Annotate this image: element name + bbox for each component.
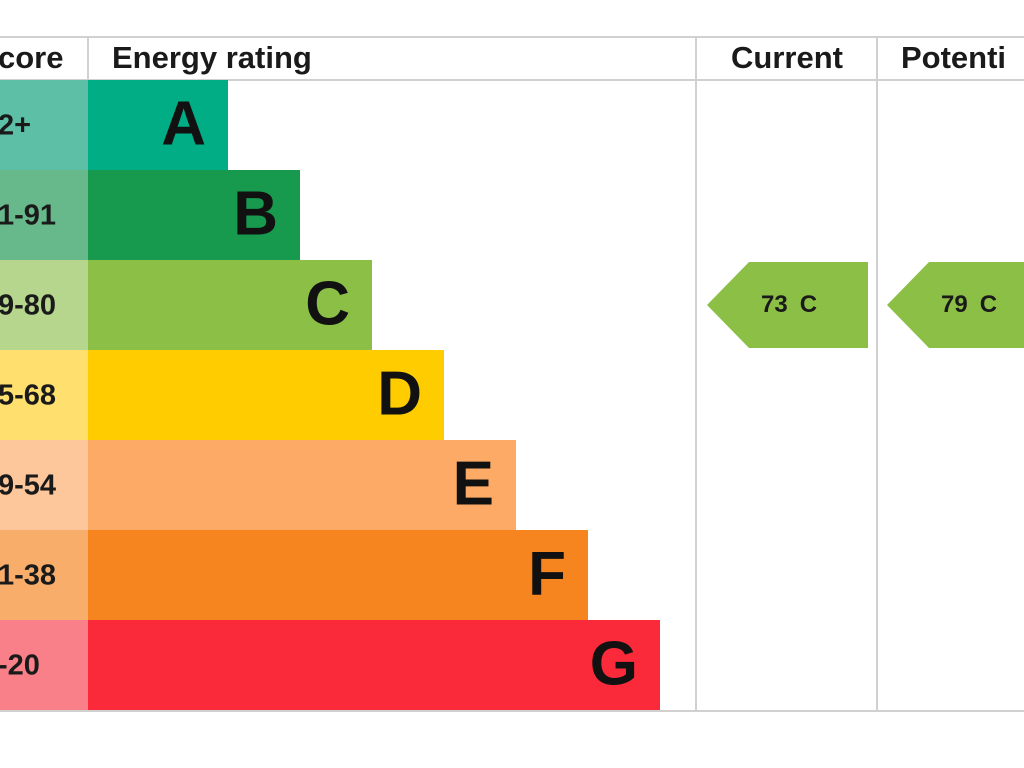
potential-score: 79 xyxy=(941,291,968,318)
score-cell xyxy=(0,260,88,350)
potential-arrow xyxy=(887,262,1024,348)
current-header: Current xyxy=(731,40,843,75)
score-range: 1-38 xyxy=(0,560,56,592)
rating-letter: E xyxy=(453,449,494,518)
score-cell xyxy=(0,530,88,620)
rating-bar xyxy=(88,260,372,350)
potential-label: 79 C xyxy=(941,291,997,318)
score-range: 5-68 xyxy=(0,380,56,412)
rating-bar xyxy=(88,620,660,710)
rating-bar xyxy=(88,80,228,170)
current-score: 73 xyxy=(761,291,788,318)
rating-bar xyxy=(88,440,516,530)
score-range: 9-80 xyxy=(0,290,56,322)
potential-rating: C xyxy=(980,291,997,318)
score-range: 9-54 xyxy=(0,470,56,502)
rating-letter: F xyxy=(528,539,566,608)
score-range: 2+ xyxy=(0,110,31,142)
potential-header: Potenti xyxy=(901,40,1006,75)
rating-letter: D xyxy=(377,359,422,428)
current-arrow xyxy=(707,262,868,348)
score-cell xyxy=(0,80,88,170)
score-range: -20 xyxy=(0,650,40,682)
rating-bar xyxy=(88,170,300,260)
current-rating: C xyxy=(800,291,817,318)
score-cell xyxy=(0,350,88,440)
score-range: 1-91 xyxy=(0,200,56,232)
score-cell xyxy=(0,170,88,260)
score-cell xyxy=(0,620,88,710)
rating-bar xyxy=(88,350,444,440)
score-header: core xyxy=(0,40,63,75)
rating-letter: G xyxy=(590,629,638,698)
score-cell xyxy=(0,440,88,530)
rating-letter: B xyxy=(233,179,278,248)
current-label: 73 C xyxy=(761,291,817,318)
rating-letter: C xyxy=(305,269,350,338)
rating-header: Energy rating xyxy=(112,40,312,75)
rating-bar xyxy=(88,530,588,620)
rating-letter: A xyxy=(161,89,206,158)
